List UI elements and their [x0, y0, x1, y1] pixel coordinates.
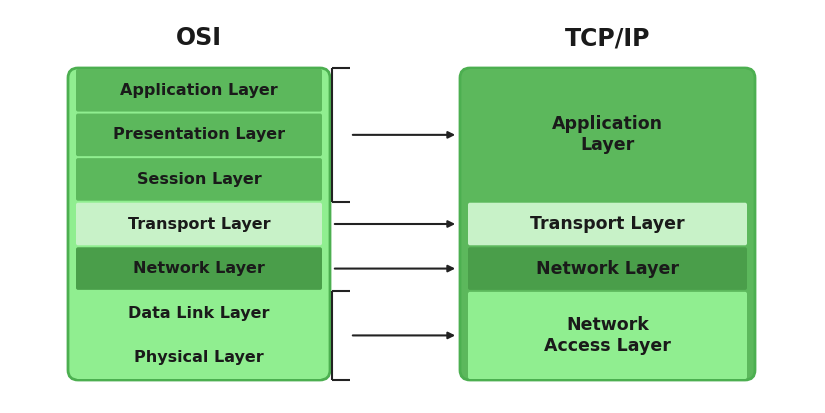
Text: Transport Layer: Transport Layer [530, 215, 685, 233]
FancyBboxPatch shape [76, 292, 322, 335]
FancyBboxPatch shape [76, 158, 322, 201]
Text: OSI: OSI [176, 26, 222, 50]
FancyBboxPatch shape [468, 292, 747, 379]
Text: Application Layer: Application Layer [120, 83, 278, 98]
Text: TCP/IP: TCP/IP [565, 26, 650, 50]
Text: Presentation Layer: Presentation Layer [113, 127, 285, 142]
FancyBboxPatch shape [460, 68, 755, 380]
FancyBboxPatch shape [68, 68, 330, 380]
FancyBboxPatch shape [468, 247, 747, 290]
FancyBboxPatch shape [76, 114, 322, 156]
FancyBboxPatch shape [468, 69, 747, 201]
Text: Data Link Layer: Data Link Layer [128, 306, 270, 320]
Text: Session Layer: Session Layer [137, 172, 262, 187]
Text: Application
Layer: Application Layer [552, 116, 663, 154]
Text: Network Layer: Network Layer [133, 261, 265, 276]
FancyBboxPatch shape [76, 337, 322, 379]
FancyBboxPatch shape [76, 203, 322, 245]
FancyBboxPatch shape [76, 247, 322, 290]
FancyBboxPatch shape [76, 69, 322, 112]
Text: Network Layer: Network Layer [536, 260, 679, 278]
Text: Transport Layer: Transport Layer [128, 216, 271, 232]
Text: Physical Layer: Physical Layer [134, 350, 264, 365]
FancyBboxPatch shape [468, 203, 747, 245]
Text: Network
Access Layer: Network Access Layer [544, 316, 671, 355]
